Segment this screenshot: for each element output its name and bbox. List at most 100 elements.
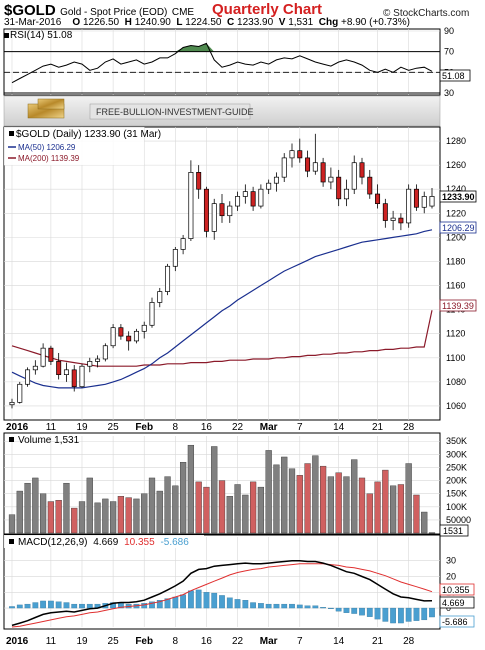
candle (9, 398, 15, 409)
candle (188, 160, 194, 241)
candle (157, 287, 163, 308)
price-tick-label: 1260 (446, 160, 466, 170)
volume-bar (413, 494, 420, 534)
candle (95, 355, 101, 368)
macd-histogram-bar (9, 606, 15, 609)
candle (398, 213, 404, 231)
macd-value: 4.669 (442, 598, 465, 608)
ma50-legend: MA(50) 1206.29 (18, 143, 76, 152)
date-tick-label: 14 (333, 422, 345, 433)
candle (196, 165, 202, 199)
macd-histogram-bar (296, 604, 303, 609)
macd-histogram-bar (79, 603, 85, 609)
price-tick-label: 1060 (446, 401, 466, 411)
volume-bar (296, 475, 303, 534)
macd-histogram-bar (335, 607, 342, 612)
macd-histogram-bar (234, 599, 241, 609)
candle (172, 247, 178, 272)
macd-legend-signal: 10.355 (124, 537, 155, 548)
volume-bar (78, 501, 86, 534)
candle-body (172, 249, 178, 267)
macd-histogram-bar (328, 607, 334, 609)
volume-bar (102, 498, 109, 534)
macd-histogram-bar (24, 603, 31, 609)
macd-histogram-bar (374, 607, 381, 620)
macd-histogram-bar (203, 592, 210, 609)
volume-bar (273, 464, 280, 534)
candle (48, 345, 54, 366)
candle-body (297, 150, 303, 159)
macd-histogram-bar (86, 603, 93, 609)
date-tick-label: 22 (232, 636, 244, 647)
ma50-value-label: 1206.29 (442, 223, 475, 233)
candle-body (9, 401, 15, 406)
volume-bar (304, 463, 311, 534)
date-tick-label: 16 (201, 422, 213, 433)
date-axis-middle: 2016 11 19 25 Feb 8 16 22 Mar 7 14 21 28 (6, 422, 415, 433)
candle (258, 184, 264, 209)
date-tick-label: 25 (108, 422, 120, 433)
volume-tick-label: 150K (446, 489, 467, 499)
price-tick-label: 1160 (446, 281, 465, 291)
candle (63, 362, 69, 382)
candle (56, 352, 62, 380)
exchange: CME (171, 7, 195, 18)
volume-bar (47, 501, 55, 534)
candle-body (375, 193, 381, 205)
macd-histogram-bar (156, 600, 163, 609)
candle (227, 201, 233, 223)
volume-bar (389, 485, 397, 534)
macd-histogram-bar (164, 598, 171, 609)
rsi-panel: 30507090 51.08 RSI(14) 51.08 (3, 26, 471, 98)
candle-body (382, 203, 388, 221)
candle (273, 172, 279, 192)
candle-body (390, 217, 396, 221)
candle-body (48, 347, 54, 362)
volume-bar (265, 450, 272, 534)
macd-histogram-bar (258, 603, 264, 609)
date-tick-label: 28 (403, 422, 415, 433)
ma200-line (11, 310, 433, 367)
candle-body (32, 365, 38, 371)
candle-body (273, 176, 279, 184)
candle-body (56, 361, 62, 376)
candle (242, 184, 248, 204)
candle (25, 367, 31, 387)
date-tick-label: 11 (46, 422, 57, 433)
volume-bar (351, 459, 358, 534)
volume-bar (16, 490, 23, 534)
watermark: © StockCharts.com (383, 8, 470, 19)
macd-histogram-bar (195, 589, 202, 609)
macd-histogram-bar (48, 600, 54, 609)
macd-histogram-bar (289, 603, 295, 609)
volume-bar (211, 446, 218, 534)
candle (235, 191, 241, 211)
chart-header: $GOLD Gold - Spot Price (EOD) CME (4, 2, 194, 20)
candle (71, 365, 77, 392)
volume-bar (343, 476, 350, 534)
date-tick-label: 19 (76, 636, 88, 647)
macd-histogram-bar (55, 601, 62, 609)
macd-histogram-bar (242, 600, 249, 609)
macd-histogram-bar (226, 597, 233, 609)
volume-bar (94, 502, 101, 534)
macd-legend-hist: -5.686 (160, 537, 189, 548)
macd-histogram-bar (398, 607, 404, 624)
candle (375, 184, 381, 209)
candle (250, 186, 256, 211)
candle (413, 184, 419, 211)
volume-bar (312, 455, 319, 534)
macd-histogram-bar (71, 603, 78, 609)
macd-histogram-bar (265, 603, 272, 609)
volume-tick-label: 250K (446, 462, 467, 472)
volume-last-label: 1531 (443, 526, 463, 536)
candle (421, 191, 427, 214)
candle (133, 328, 139, 344)
candle (297, 138, 303, 163)
date-tick-label: Mar (260, 422, 278, 433)
candle (406, 184, 412, 228)
volume-bar (148, 477, 156, 534)
candle (17, 381, 23, 404)
candle-body (305, 157, 311, 172)
volume-bar (63, 482, 70, 534)
